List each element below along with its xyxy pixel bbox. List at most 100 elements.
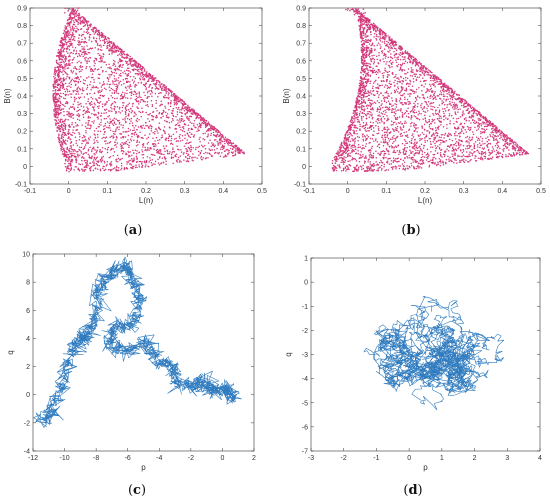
scatter-point	[188, 157, 191, 160]
scatter-point	[89, 136, 91, 138]
scatter-points	[52, 7, 245, 173]
scatter-point	[138, 160, 141, 163]
scatter-point	[370, 128, 373, 130]
scatter-point	[419, 147, 422, 150]
scatter-point	[167, 98, 170, 100]
scatter-point	[152, 163, 154, 165]
scatter-point	[151, 164, 153, 167]
scatter-point	[138, 110, 140, 113]
scatter-point	[93, 152, 95, 155]
scatter-point	[133, 159, 136, 161]
scatter-point	[97, 77, 99, 79]
scatter-point	[388, 70, 391, 73]
scatter-point	[96, 164, 99, 166]
scatter-point	[383, 131, 386, 134]
scatter-point	[165, 92, 167, 94]
scatter-point	[112, 130, 114, 133]
scatter-point	[408, 154, 410, 157]
scatter-point	[503, 147, 505, 150]
scatter-point	[183, 152, 185, 154]
scatter-point	[226, 138, 228, 140]
scatter-point	[453, 102, 456, 104]
scatter-point	[451, 98, 454, 101]
scatter-point	[498, 152, 501, 154]
scatter-point	[111, 92, 113, 94]
scatter-point	[61, 123, 63, 126]
scatter-point	[377, 86, 379, 88]
scatter-point	[147, 80, 150, 82]
scatter-point	[64, 105, 66, 108]
scatter-point	[379, 122, 381, 124]
scatter-point	[167, 88, 170, 91]
scatter-point	[78, 71, 81, 73]
scatter-point	[401, 88, 404, 91]
scatter-point	[498, 155, 500, 157]
scatter-point	[169, 151, 171, 153]
scatter-point	[62, 92, 65, 95]
scatter-point	[171, 93, 173, 95]
scatter-point	[134, 131, 137, 134]
scatter-point	[78, 103, 81, 106]
scatter-point	[53, 110, 55, 112]
scatter-point	[84, 23, 87, 26]
scatter-point	[131, 135, 133, 138]
scatter-point	[97, 161, 99, 164]
scatter-point	[419, 139, 421, 142]
scatter-point	[80, 152, 83, 154]
scatter-point	[222, 145, 224, 148]
y-tick-label: 0.6	[296, 58, 306, 65]
scatter-point	[125, 105, 128, 107]
scatter-point	[179, 111, 181, 113]
scatter-point	[115, 118, 117, 120]
scatter-point	[432, 101, 435, 104]
scatter-point	[77, 19, 79, 21]
scatter-point	[71, 123, 73, 126]
scatter-point	[445, 161, 447, 164]
scatter-point	[123, 53, 125, 55]
scatter-point	[82, 16, 85, 19]
scatter-point	[98, 33, 101, 35]
scatter-point	[426, 103, 428, 106]
scatter-point	[202, 132, 204, 135]
scatter-point	[74, 99, 76, 101]
scatter-point	[59, 88, 61, 90]
scatter-point	[158, 127, 160, 129]
scatter-point	[466, 145, 468, 148]
scatter-point	[177, 158, 179, 161]
scatter-point	[97, 68, 100, 70]
scatter-point	[166, 90, 168, 93]
scatter-point	[180, 108, 183, 111]
scatter-point	[87, 141, 89, 144]
scatter-point	[97, 125, 99, 128]
scatter-point	[197, 117, 200, 119]
scatter-point	[396, 150, 399, 152]
scatter-point	[164, 150, 166, 152]
scatter-point	[132, 63, 134, 66]
scatter-point	[386, 141, 389, 144]
scatter-point	[168, 135, 171, 137]
scatter-point	[69, 147, 71, 150]
scatter-point	[168, 92, 170, 94]
scatter-point	[128, 144, 130, 147]
scatter-point	[456, 162, 458, 164]
scatter-point	[399, 126, 402, 128]
scatter-point	[129, 159, 131, 162]
scatter-point	[81, 38, 83, 41]
scatter-point	[349, 160, 351, 162]
scatter-point	[61, 150, 64, 153]
scatter-point	[76, 144, 79, 147]
scatter-point	[141, 68, 143, 70]
scatter-point	[396, 128, 398, 130]
scatter-point	[181, 126, 184, 129]
scatter-point	[454, 111, 456, 113]
scatter-point	[86, 84, 89, 86]
scatter-point	[58, 138, 61, 141]
scatter-point	[433, 139, 436, 141]
scatter-point	[186, 116, 188, 119]
scatter-point	[66, 23, 69, 25]
scatter-point	[117, 157, 120, 160]
scatter-point	[79, 41, 81, 44]
scatter-point	[64, 71, 67, 74]
scatter-point	[70, 69, 72, 71]
scatter-point	[197, 114, 200, 116]
